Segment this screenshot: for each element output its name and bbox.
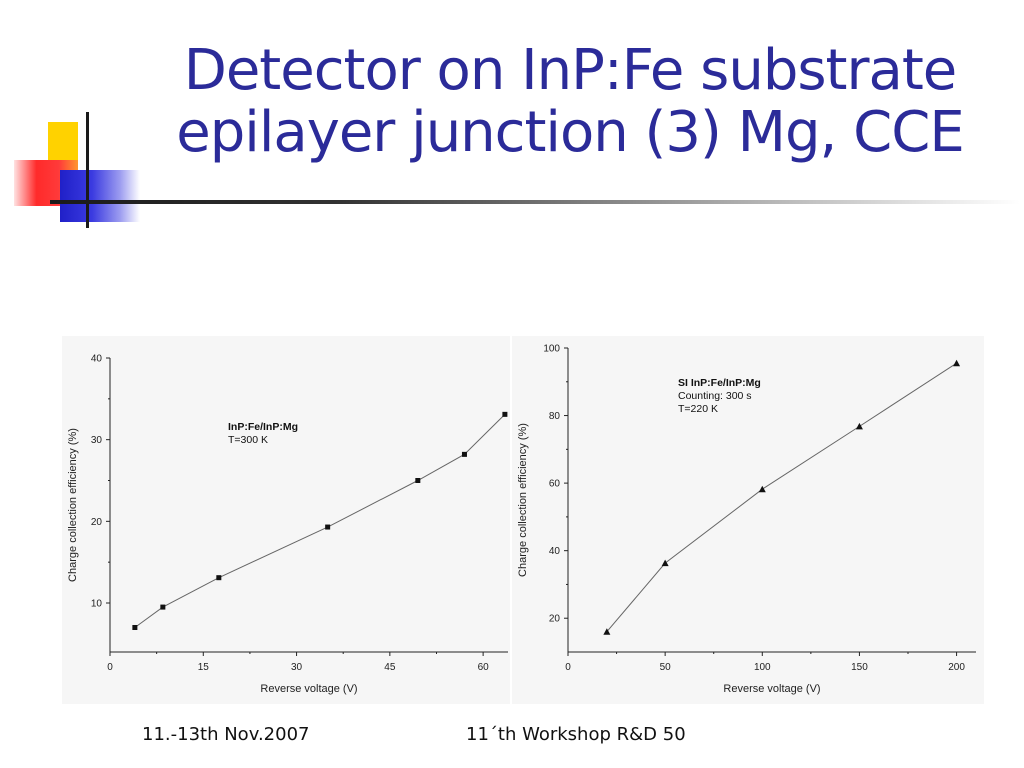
decor-vertical-line [86,112,89,228]
legend-entry: T=220 K [678,403,718,415]
y-tick-label: 40 [549,546,561,557]
legend-entry: InP:Fe/InP:Mg [228,421,298,433]
chart-right: 0 50 100 150 200 20 40 60 80 100 Reverse voltage (… [517,344,976,695]
data-point [661,559,669,567]
data-point [953,359,961,367]
series-line [606,362,957,633]
slide-title-line-1: Detector on InP:Fe substrate [183,38,958,103]
y-tick-label: 30 [91,435,103,446]
series-line [134,413,506,628]
x-tick-label: 15 [198,662,210,673]
x-tick-label: 150 [851,662,868,673]
footer-date: 11.-13th Nov.2007 [142,724,310,745]
x-tick-label: 45 [384,662,396,673]
data-point [603,628,611,635]
y-tick-label: 60 [549,479,561,490]
y-tick-label: 20 [549,614,561,625]
x-tick-label: 100 [754,662,771,673]
slide-title: Detector on InP:Fe substrate epilayer ju… [130,40,1010,164]
data-point [461,451,467,457]
y-tick-label: 100 [543,344,560,355]
y-tick-label: 80 [549,411,561,422]
data-point [132,625,138,630]
title-underline [50,200,1020,204]
x-tick-label: 50 [660,662,672,673]
y-tick-label: 20 [91,517,103,528]
data-point [216,575,222,581]
data-point [325,524,331,530]
legend-entry: Counting: 300 s [678,390,752,402]
y-axis-label: Charge collection efficiency (%) [517,423,529,577]
y-tick-label: 10 [91,599,103,610]
data-point [160,604,166,610]
x-tick-label: 60 [478,662,490,673]
chart-left: 0 15 30 45 60 10 20 30 40 Reverse voltage (V) Char… [67,354,508,695]
x-tick-label: 200 [948,662,965,673]
footer-event: 11´th Workshop R&D 50 [466,724,686,745]
chart-panel-left: 0 15 30 45 60 10 20 30 40 Reverse voltage (V) Char… [62,336,510,704]
data-point [415,478,421,483]
x-axis-label: Reverse voltage (V) [260,683,357,695]
y-tick-label: 40 [91,354,103,365]
y-axis-label: Charge collection efficiency (%) [67,428,79,582]
chart-panel-right: 0 50 100 150 200 20 40 60 80 100 Reverse voltage (… [512,336,984,704]
x-tick-label: 0 [565,662,571,673]
x-tick-label: 30 [291,662,303,673]
data-point [855,422,863,430]
data-point [758,485,766,493]
x-axis-label: Reverse voltage (V) [723,683,820,695]
slide-title-line-2: epilayer junction (3) Mg, CCE [176,100,964,165]
data-point [502,411,508,417]
legend-entry: T=300 K [228,434,268,446]
x-tick-label: 0 [107,662,113,673]
decor-blue-square [60,170,140,222]
legend-entry: SI InP:Fe/InP:Mg [678,377,761,389]
